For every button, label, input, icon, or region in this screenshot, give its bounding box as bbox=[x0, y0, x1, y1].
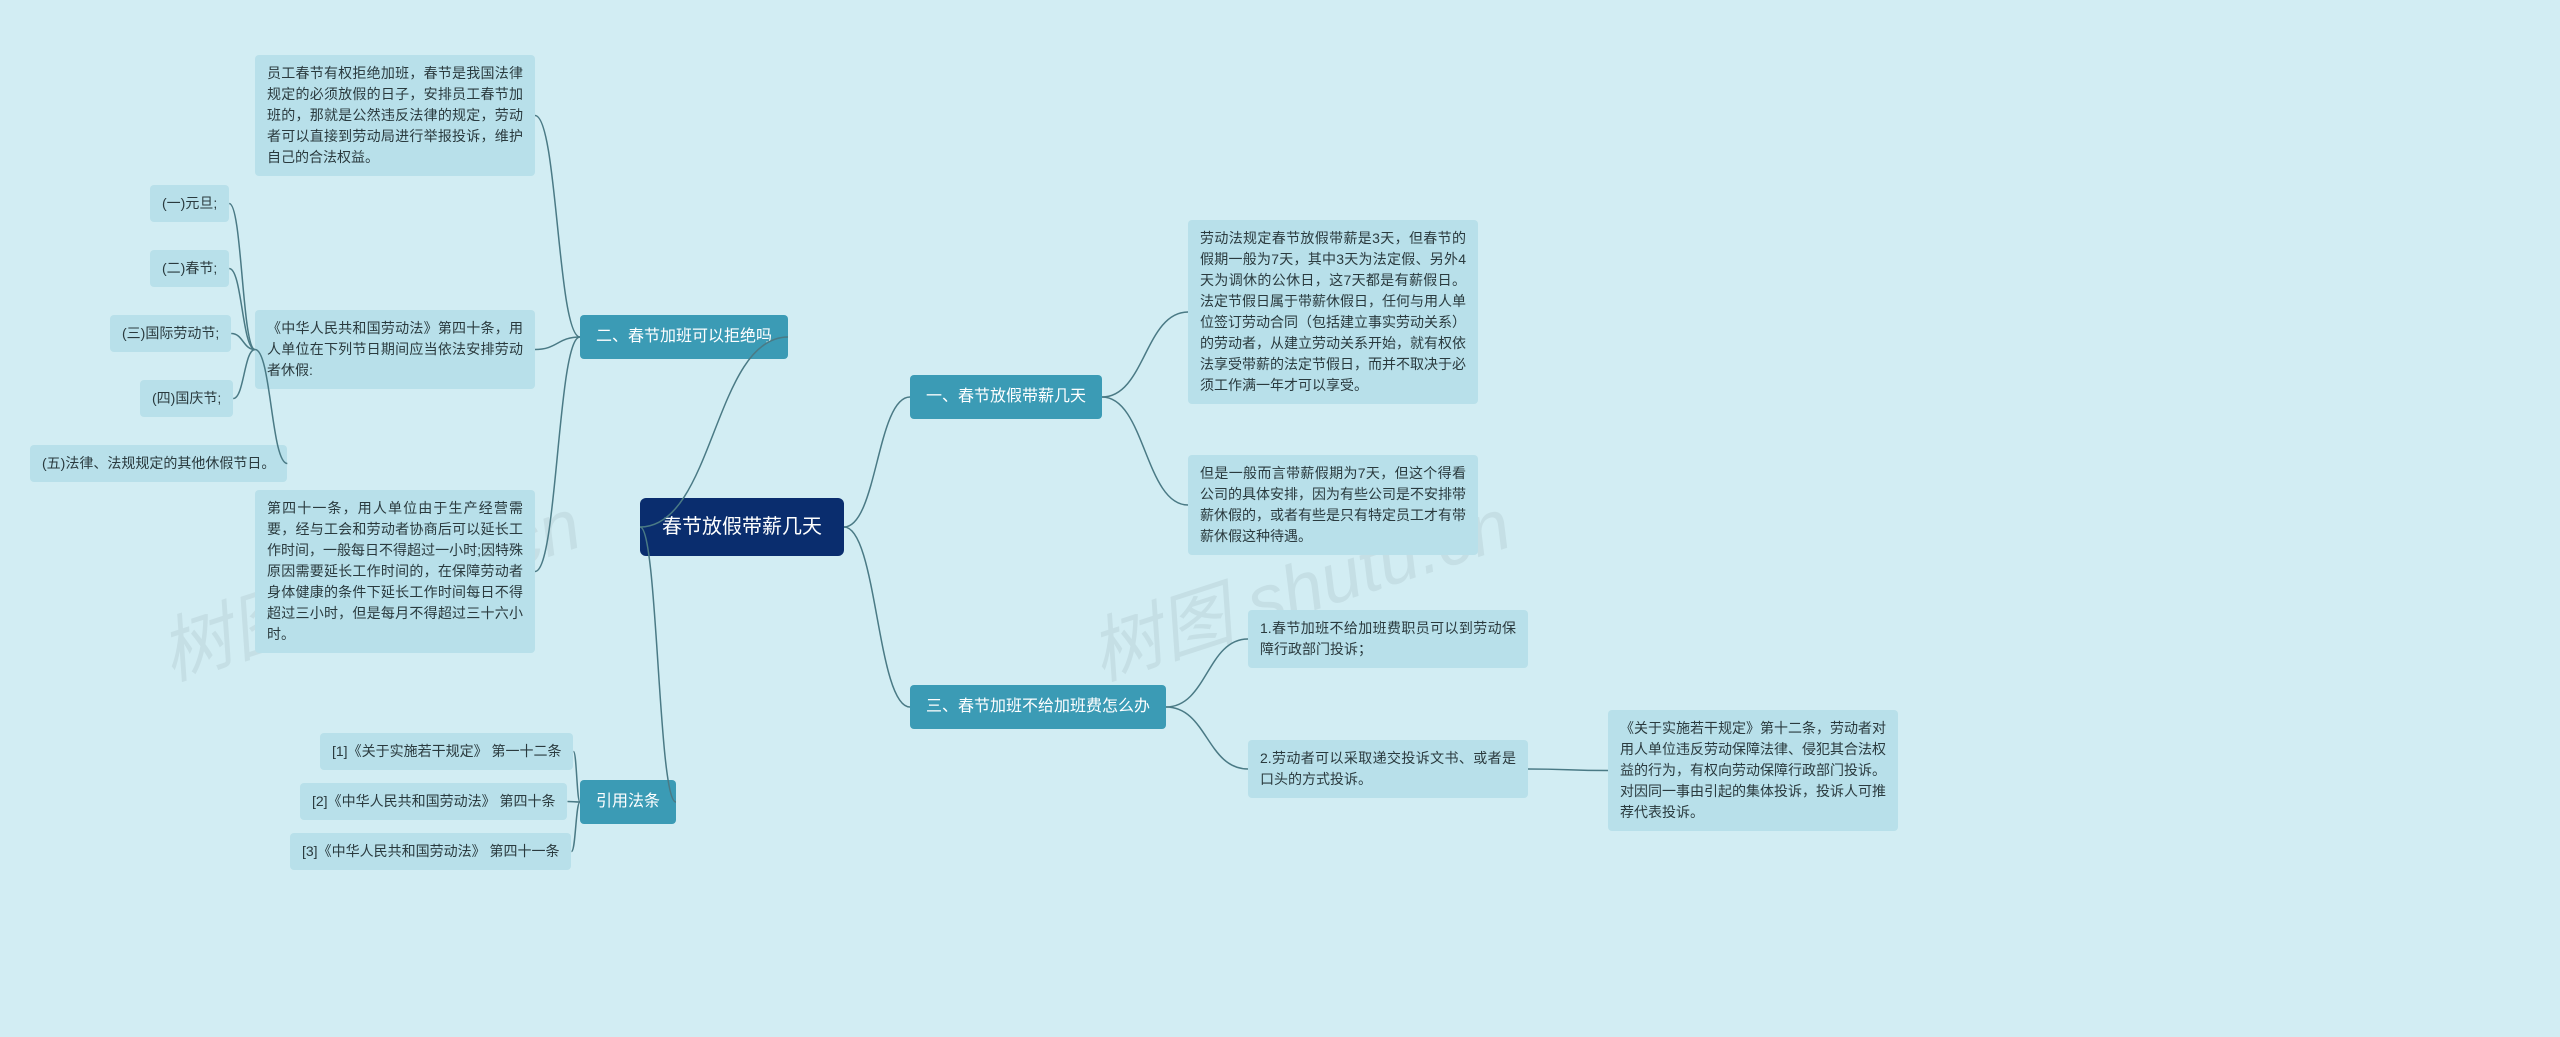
branch-three: 三、春节加班不给加班费怎么办 bbox=[910, 685, 1166, 729]
one-p1: 劳动法规定春节放假带薪是3天，但春节的假期一般为7天，其中3天为法定假、另外4天… bbox=[1188, 220, 1478, 404]
ref-3: [3]《中华人民共和国劳动法》 第四十一条 bbox=[290, 833, 571, 870]
holiday-b: (二)春节; bbox=[150, 250, 229, 287]
three-p2-detail: 《关于实施若干规定》第十二条，劳动者对用人单位违反劳动保障法律、侵犯其合法权益的… bbox=[1608, 710, 1898, 831]
holiday-d: (四)国庆节; bbox=[140, 380, 233, 417]
branch-one: 一、春节放假带薪几天 bbox=[910, 375, 1102, 419]
three-p2: 2.劳动者可以采取递交投诉文书、或者是口头的方式投诉。 bbox=[1248, 740, 1528, 798]
one-p2: 但是一般而言带薪假期为7天，但这个得看公司的具体安排，因为有些公司是不安排带薪休… bbox=[1188, 455, 1478, 555]
three-p1: 1.春节加班不给加班费职员可以到劳动保障行政部门投诉； bbox=[1248, 610, 1528, 668]
branch-refs: 引用法条 bbox=[580, 780, 676, 824]
branch-two-v2: 二、春节加班可以拒绝吗 bbox=[580, 315, 788, 359]
ref-2: [2]《中华人民共和国劳动法》 第四十条 bbox=[300, 783, 567, 820]
two-p1-v2: 员工春节有权拒绝加班，春节是我国法律规定的必须放假的日子，安排员工春节加班的，那… bbox=[255, 55, 535, 176]
ref-1: [1]《关于实施若干规定》 第一十二条 bbox=[320, 733, 573, 770]
root-node: 春节放假带薪几天 bbox=[640, 498, 844, 556]
two-p3-v2: 第四十一条，用人单位由于生产经营需要，经与工会和劳动者协商后可以延长工作时间，一… bbox=[255, 490, 535, 653]
two-p2-v2: 《中华人民共和国劳动法》第四十条，用人单位在下列节日期间应当依法安排劳动者休假: bbox=[255, 310, 535, 389]
holiday-e: (五)法律、法规规定的其他休假节日。 bbox=[30, 445, 287, 482]
holiday-c: (三)国际劳动节; bbox=[110, 315, 231, 352]
holiday-a: (一)元旦; bbox=[150, 185, 229, 222]
